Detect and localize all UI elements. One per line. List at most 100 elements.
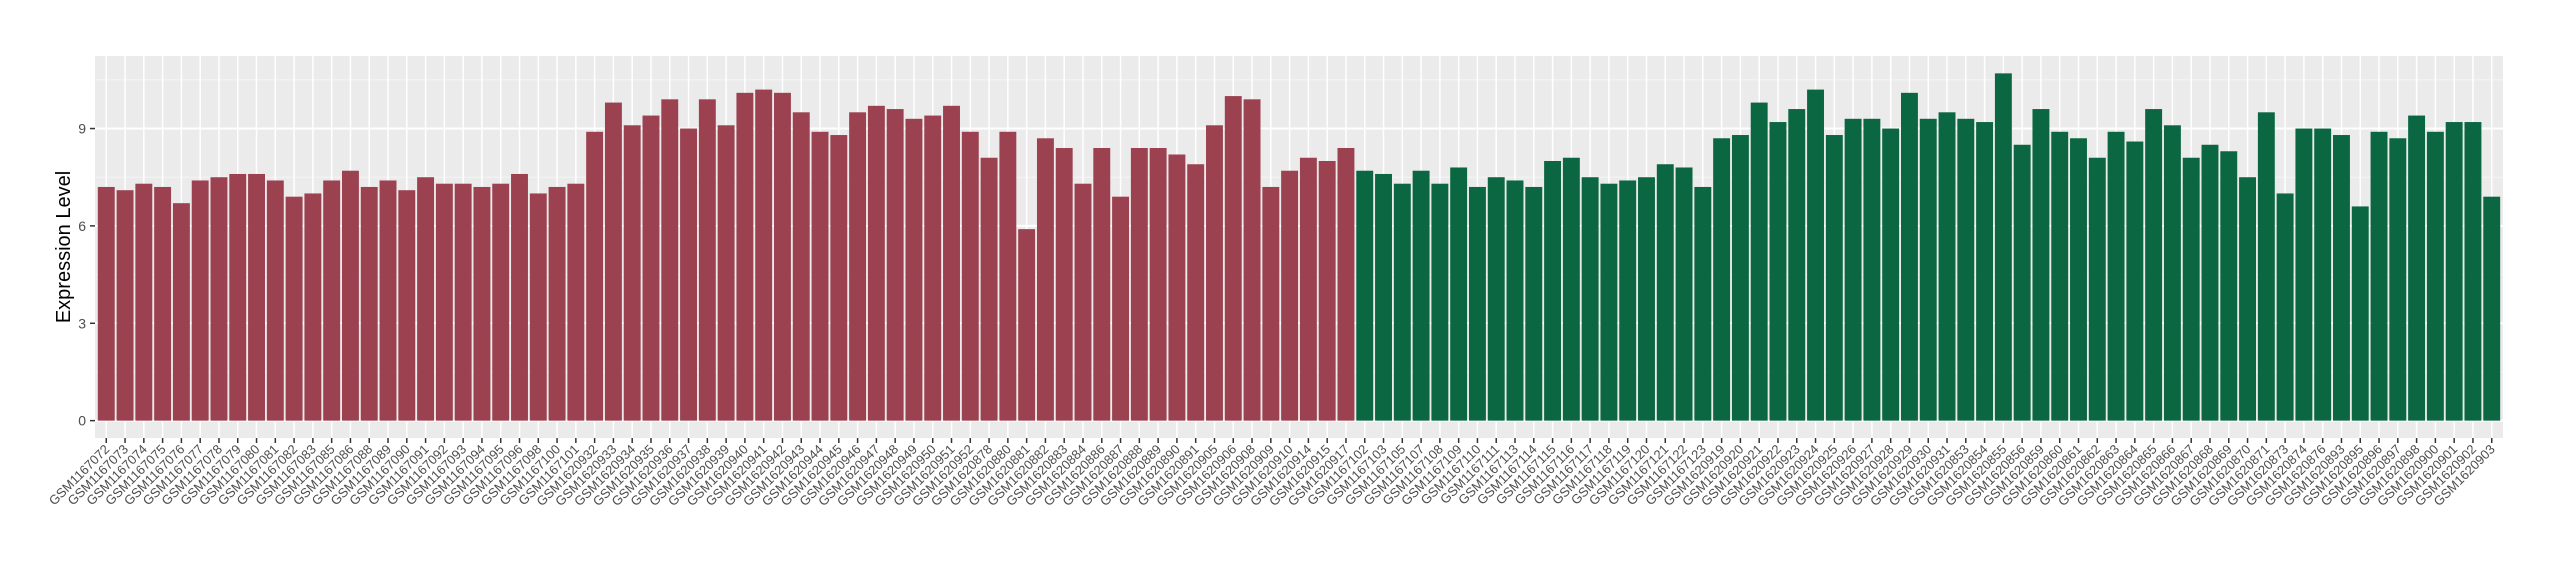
bar <box>2051 131 2069 421</box>
bar <box>736 92 754 421</box>
bar <box>792 112 810 421</box>
bar <box>1318 160 1336 421</box>
bar <box>2426 131 2444 421</box>
bar <box>1919 118 1937 421</box>
bar <box>1224 96 1242 421</box>
bar <box>755 89 773 421</box>
bar <box>1487 177 1505 421</box>
bar <box>2145 109 2163 421</box>
bar <box>2333 135 2350 421</box>
bar <box>1018 229 1036 421</box>
bar <box>2220 151 2238 421</box>
bar <box>1412 170 1430 421</box>
y-tick-label: 0 <box>78 413 86 429</box>
bar <box>2445 122 2463 421</box>
bar <box>1807 89 1824 421</box>
y-tick-label: 9 <box>78 121 86 137</box>
bar <box>1112 196 1130 421</box>
bar <box>1544 160 1562 421</box>
bar <box>1375 173 1392 421</box>
bar <box>1093 148 1111 421</box>
bar <box>323 180 341 421</box>
bar <box>1938 112 1956 421</box>
bar <box>435 183 453 421</box>
bar <box>135 183 153 421</box>
bar <box>191 180 209 421</box>
bar <box>1299 157 1317 421</box>
bar <box>548 186 566 421</box>
bar <box>2389 138 2407 421</box>
bar <box>473 186 491 421</box>
bar <box>717 125 735 421</box>
bar <box>454 183 472 421</box>
bar <box>1769 122 1787 421</box>
bar <box>1581 177 1599 421</box>
bar <box>698 99 716 421</box>
bar <box>398 190 416 421</box>
bar <box>1393 183 1411 421</box>
bar <box>2182 157 2200 421</box>
bar <box>999 131 1017 421</box>
bar <box>1901 92 1918 421</box>
bar <box>511 173 528 421</box>
bar <box>642 115 660 421</box>
bar <box>924 115 942 421</box>
bar <box>2013 144 2031 421</box>
y-tick-label: 3 <box>78 315 86 331</box>
bar <box>943 105 960 421</box>
bar <box>567 183 585 421</box>
bar <box>285 196 303 421</box>
bar <box>2483 196 2501 421</box>
bar <box>1788 109 1806 421</box>
bar <box>830 135 848 421</box>
bar <box>2032 109 2050 421</box>
bar <box>1525 186 1543 421</box>
bar <box>2163 125 2181 421</box>
y-axis-label: Expression Level <box>53 171 75 323</box>
bar <box>623 125 641 421</box>
bar <box>1694 186 1712 421</box>
bar <box>2295 128 2313 421</box>
bar <box>774 92 791 421</box>
bar <box>1187 164 1205 421</box>
y-tick-label: 6 <box>78 218 86 234</box>
bar <box>867 105 885 421</box>
bar <box>1468 186 1486 421</box>
bar <box>1281 170 1299 421</box>
bar <box>1600 183 1618 421</box>
bar <box>2408 115 2426 421</box>
bar <box>1750 102 1768 421</box>
bar <box>961 131 979 421</box>
bar <box>1149 148 1167 421</box>
bar <box>1055 148 1073 421</box>
bar <box>1731 135 1749 421</box>
bar <box>1506 180 1524 421</box>
bar <box>1713 138 1731 421</box>
bar <box>811 131 829 421</box>
bar <box>154 186 172 421</box>
bar <box>1243 99 1261 421</box>
bar <box>417 177 435 421</box>
bar <box>379 180 397 421</box>
bar <box>1036 138 1054 421</box>
bar <box>1356 170 1374 421</box>
bar <box>116 190 134 421</box>
bar <box>2314 128 2332 421</box>
bar <box>210 177 228 421</box>
bar <box>1206 125 1223 421</box>
bar <box>2126 141 2144 421</box>
bar <box>1976 122 1994 421</box>
bar <box>341 170 359 421</box>
bar <box>492 183 510 421</box>
bar <box>1262 186 1280 421</box>
bar <box>2070 138 2087 421</box>
bar <box>172 203 190 421</box>
bar <box>1562 157 1580 421</box>
bar <box>1994 73 2012 421</box>
bar <box>2107 131 2125 421</box>
bar <box>2239 177 2257 421</box>
bar <box>97 186 115 421</box>
bar <box>2351 206 2369 421</box>
